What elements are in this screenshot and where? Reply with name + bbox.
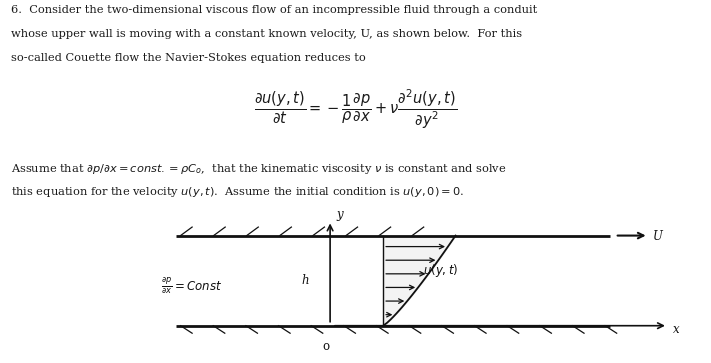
Text: Assume that $\partial p/\partial x = const. = \rho C_o$,  that the kinematic vis: Assume that $\partial p/\partial x = con… [11, 162, 506, 176]
Text: 6.  Consider the two-dimensional viscous flow of an incompressible fluid through: 6. Consider the two-dimensional viscous … [11, 5, 537, 16]
Text: h: h [301, 274, 309, 287]
Text: x: x [673, 323, 679, 336]
Text: y: y [337, 208, 343, 221]
Text: so-called Couette flow the Navier-Stokes equation reduces to: so-called Couette flow the Navier-Stokes… [11, 53, 365, 63]
Text: U: U [653, 230, 663, 243]
Text: $u(y, t)$: $u(y, t)$ [423, 262, 458, 279]
Text: o: o [323, 340, 330, 353]
Text: whose upper wall is moving with a constant known velocity, U, as shown below.  F: whose upper wall is moving with a consta… [11, 29, 522, 39]
Text: this equation for the velocity $u(y, t)$.  Assume the initial condition is $u(y,: this equation for the velocity $u(y, t)$… [11, 185, 464, 199]
Text: $\dfrac{\partial u(y,t)}{\partial t} = -\dfrac{1}{\rho}\dfrac{\partial p}{\parti: $\dfrac{\partial u(y,t)}{\partial t} = -… [254, 87, 457, 131]
Text: $\frac{\partial p}{\partial x} = Const$: $\frac{\partial p}{\partial x} = Const$ [161, 275, 223, 296]
